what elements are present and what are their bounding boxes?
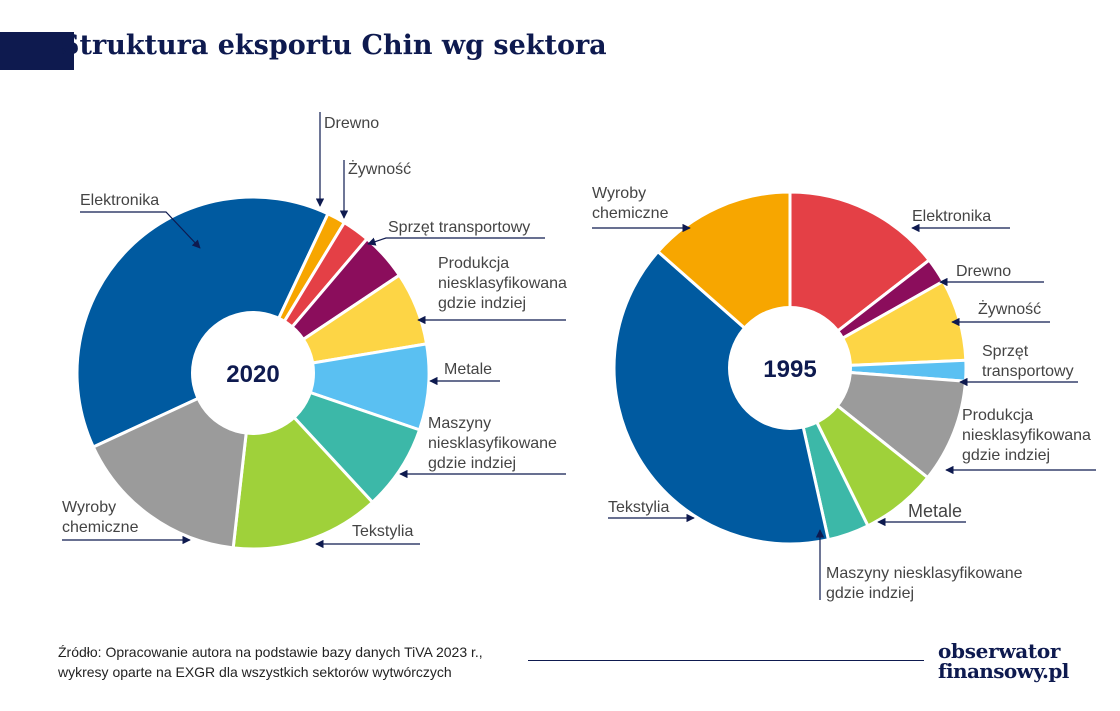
label-produkcja-1995-l1: Produkcja — [962, 407, 1033, 424]
label-produkcja-2020-l1: Produkcja — [438, 255, 509, 272]
label-maszyny-2020-l1: Maszyny — [428, 415, 491, 432]
label-drewno-2020: Drewno — [324, 115, 379, 132]
donut-1995: 1995 — [612, 190, 968, 546]
leader-sprzet-2020 — [367, 237, 545, 246]
label-elektronika-2020: Elektronika — [80, 192, 159, 209]
page-title: Struktura eksportu Chin wg sektora — [60, 30, 607, 61]
brand-logo[interactable]: obserwator finansowy.pl — [938, 641, 1069, 681]
brand-logo-line-1: obserwator — [938, 639, 1061, 663]
label-tekstylia-2020: Tekstylia — [352, 523, 413, 540]
label-maszyny-2020-l2: niesklasyfikowane — [428, 435, 557, 452]
label-produkcja-2020-l3: gdzie indziej — [438, 295, 526, 312]
leader-elektronika-2020 — [80, 211, 201, 249]
slice-1995-7 — [612, 249, 831, 546]
title-accent-bar — [0, 32, 74, 70]
label-tekstylia-1995: Tekstylia — [608, 499, 669, 516]
donut-2020: 2020 — [75, 195, 431, 551]
footer-divider — [528, 660, 924, 661]
label-elektronika-1995: Elektronika — [912, 208, 991, 225]
source-line-1: Źródło: Opracowanie autora na podstawie … — [58, 644, 483, 660]
leader-lines-2020 — [62, 112, 566, 549]
label-wyroby-1995-l2: chemiczne — [592, 205, 669, 222]
label-produkcja-1995-l3: gdzie indziej — [962, 447, 1050, 464]
label-wyroby-1995-l1: Wyroby — [592, 185, 646, 202]
label-sprzet-1995-l1: Sprzęt — [982, 343, 1029, 360]
label-zywnosc-1995: Żywność — [978, 299, 1041, 318]
label-produkcja-1995-l2: niesklasyfikowana — [962, 427, 1091, 444]
slice-2020-0 — [75, 195, 330, 449]
label-sprzet-1995-l2: transportowy — [982, 363, 1074, 380]
donut-center-label-2020: 2020 — [226, 361, 279, 388]
label-drewno-1995: Drewno — [956, 263, 1011, 280]
label-sprzet-2020: Sprzęt transportowy — [388, 219, 530, 236]
donut-hole-2020 — [191, 311, 315, 435]
label-produkcja-2020-l2: niesklasyfikowana — [438, 275, 567, 292]
label-wyroby-2020-l1: Wyroby — [62, 499, 116, 516]
source-note: Źródło: Opracowanie autora na podstawie … — [58, 642, 528, 682]
label-metale-2020: Metale — [444, 361, 492, 378]
donut-hole-1995 — [728, 306, 852, 430]
donut-center-label-1995: 1995 — [763, 356, 816, 383]
label-maszyny-1995-l2: gdzie indziej — [826, 585, 914, 602]
source-line-2: wykresy oparte na EXGR dla wszystkich se… — [58, 664, 452, 680]
label-zywnosc-2020: Żywność — [348, 159, 411, 178]
label-maszyny-1995-l1: Maszyny niesklasyfikowane — [826, 565, 1023, 582]
label-maszyny-2020-l3: gdzie indziej — [428, 455, 516, 472]
leader-lines-1995 — [592, 223, 1096, 600]
label-wyroby-2020-l2: chemiczne — [62, 519, 139, 536]
brand-logo-line-2: finansowy.pl — [938, 659, 1069, 683]
label-metale-1995: Metale — [908, 501, 962, 521]
